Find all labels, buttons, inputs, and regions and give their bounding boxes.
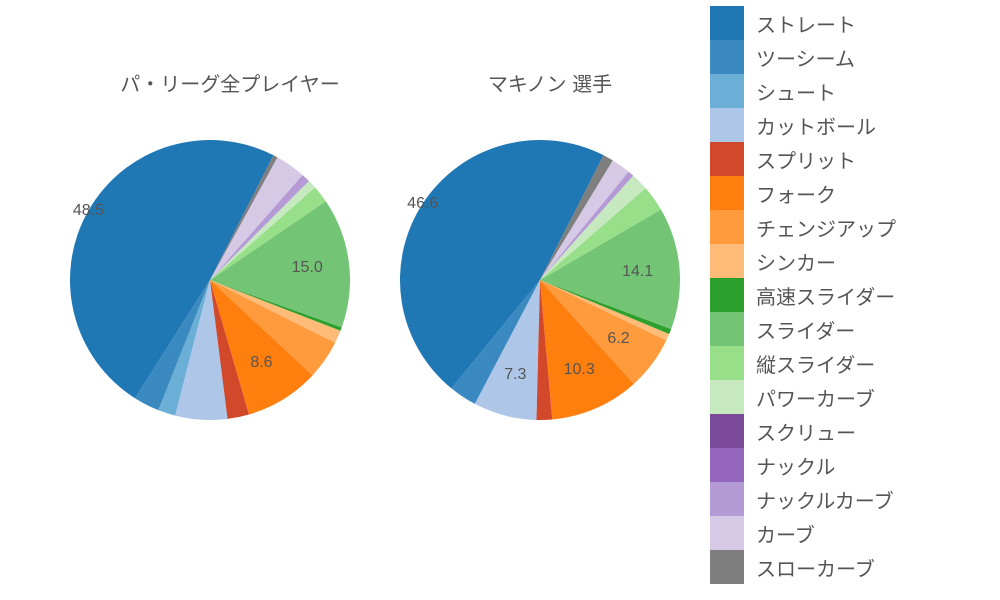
legend-swatch [710, 142, 744, 176]
legend-swatch [710, 278, 744, 312]
legend-swatch [710, 74, 744, 108]
legend-swatch [710, 108, 744, 142]
legend-item: パワーカーブ [710, 380, 990, 414]
legend-item: シンカー [710, 244, 990, 278]
player-pie: 46.67.310.36.214.1 [400, 140, 680, 420]
legend-item: スプリット [710, 142, 990, 176]
legend-item: ストレート [710, 6, 990, 40]
legend-label: スプリット [756, 145, 856, 174]
legend-label: シンカー [756, 247, 836, 276]
legend-item: ツーシーム [710, 40, 990, 74]
pie-svg [400, 140, 680, 420]
legend-item: フォーク [710, 176, 990, 210]
legend-label: 高速スライダー [756, 281, 895, 310]
legend-label: ツーシーム [756, 43, 855, 72]
legend-item: スローカーブ [710, 550, 990, 584]
legend-item: カットボール [710, 108, 990, 142]
legend-item: 縦スライダー [710, 346, 990, 380]
legend-label: ストレート [756, 9, 856, 38]
legend-swatch [710, 550, 744, 584]
legend-swatch [710, 380, 744, 414]
legend-swatch [710, 6, 744, 40]
legend-label: シュート [756, 77, 836, 106]
legend-swatch [710, 516, 744, 550]
legend-item: ナックル [710, 448, 990, 482]
legend-item: スクリュー [710, 414, 990, 448]
league-chart-title: パ・リーグ全プレイヤー [80, 68, 380, 97]
legend-item: スライダー [710, 312, 990, 346]
legend-swatch [710, 176, 744, 210]
player-chart-title: マキノン 選手 [400, 68, 700, 97]
legend-item: シュート [710, 74, 990, 108]
legend-swatch [710, 312, 744, 346]
legend-label: フォーク [756, 179, 836, 208]
legend-swatch [710, 244, 744, 278]
legend-item: 高速スライダー [710, 278, 990, 312]
legend-swatch [710, 346, 744, 380]
legend-swatch [710, 40, 744, 74]
legend-label: 縦スライダー [756, 349, 875, 378]
legend-item: カーブ [710, 516, 990, 550]
legend-item: チェンジアップ [710, 210, 990, 244]
legend-swatch [710, 482, 744, 516]
legend-label: カットボール [756, 111, 876, 140]
legend-swatch [710, 210, 744, 244]
chart-container: パ・リーグ全プレイヤー マキノン 選手 48.58.615.0 46.67.31… [0, 0, 1000, 600]
legend: ストレートツーシームシュートカットボールスプリットフォークチェンジアップシンカー… [710, 0, 990, 600]
legend-label: スローカーブ [756, 553, 875, 582]
legend-label: スクリュー [756, 417, 856, 446]
legend-label: スライダー [756, 315, 855, 344]
legend-label: ナックルカーブ [756, 485, 894, 514]
pie-svg [70, 140, 350, 420]
legend-label: パワーカーブ [756, 383, 875, 412]
legend-label: チェンジアップ [756, 213, 896, 242]
legend-swatch [710, 414, 744, 448]
legend-swatch [710, 448, 744, 482]
legend-item: ナックルカーブ [710, 482, 990, 516]
league-pie: 48.58.615.0 [70, 140, 350, 420]
legend-label: ナックル [756, 451, 835, 480]
legend-label: カーブ [756, 519, 815, 548]
